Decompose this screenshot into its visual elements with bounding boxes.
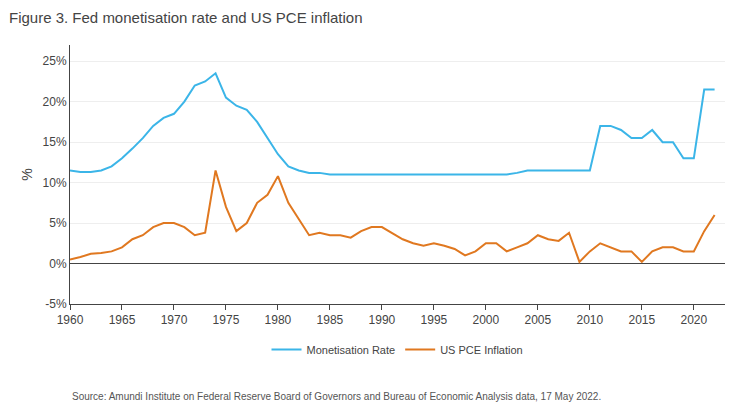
svg-text:1975: 1975 bbox=[213, 313, 240, 327]
svg-text:Monetisation Rate: Monetisation Rate bbox=[307, 344, 396, 356]
svg-text:2015: 2015 bbox=[628, 313, 655, 327]
svg-text:20%: 20% bbox=[43, 95, 67, 109]
svg-text:2000: 2000 bbox=[473, 313, 500, 327]
svg-text:Source: Amundi Institute on Fe: Source: Amundi Institute on Federal Rese… bbox=[72, 391, 601, 402]
svg-text:2005: 2005 bbox=[525, 313, 552, 327]
svg-text:5%: 5% bbox=[49, 216, 67, 230]
svg-text:1985: 1985 bbox=[317, 313, 344, 327]
svg-text:1990: 1990 bbox=[369, 313, 396, 327]
svg-text:1980: 1980 bbox=[265, 313, 292, 327]
svg-text:1995: 1995 bbox=[421, 313, 448, 327]
svg-text:25%: 25% bbox=[43, 54, 67, 68]
svg-text:2020: 2020 bbox=[680, 313, 707, 327]
svg-text:10%: 10% bbox=[43, 176, 67, 190]
svg-text:1960: 1960 bbox=[57, 313, 84, 327]
svg-text:-5%: -5% bbox=[45, 297, 67, 311]
svg-text:%: % bbox=[19, 168, 35, 180]
svg-text:Figure 3. Fed monetisation rat: Figure 3. Fed monetisation rate and US P… bbox=[9, 9, 363, 26]
svg-text:1970: 1970 bbox=[161, 313, 188, 327]
svg-text:0%: 0% bbox=[49, 257, 67, 271]
svg-text:2010: 2010 bbox=[576, 313, 603, 327]
svg-text:1965: 1965 bbox=[109, 313, 136, 327]
svg-text:15%: 15% bbox=[43, 135, 67, 149]
svg-text:US PCE Inflation: US PCE Inflation bbox=[440, 344, 523, 356]
